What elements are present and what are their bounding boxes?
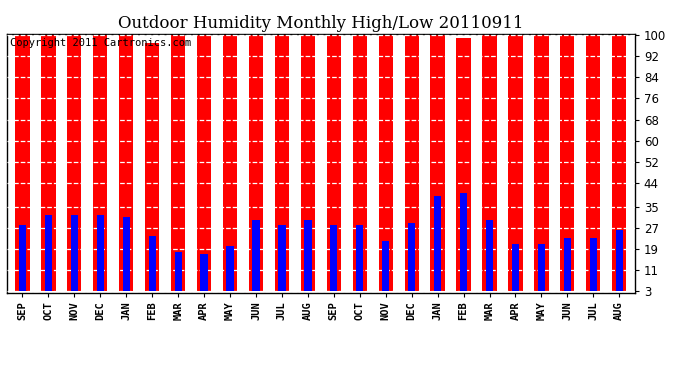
Bar bbox=[171, 27, 186, 291]
Bar bbox=[97, 214, 104, 291]
Bar bbox=[45, 214, 52, 291]
Bar bbox=[41, 27, 56, 291]
Bar bbox=[590, 238, 597, 291]
Text: Copyright 2011 Cartronics.com: Copyright 2011 Cartronics.com bbox=[10, 38, 191, 48]
Bar bbox=[382, 241, 389, 291]
Bar bbox=[119, 27, 133, 291]
Bar bbox=[175, 252, 181, 291]
Bar bbox=[408, 222, 415, 291]
Title: Outdoor Humidity Monthly High/Low 20110911: Outdoor Humidity Monthly High/Low 201109… bbox=[118, 15, 524, 32]
Bar bbox=[486, 220, 493, 291]
Bar bbox=[148, 236, 156, 291]
Bar bbox=[431, 27, 445, 291]
Bar bbox=[534, 27, 549, 291]
Bar bbox=[326, 27, 341, 291]
Bar bbox=[586, 27, 600, 291]
Bar bbox=[275, 27, 289, 291]
Bar bbox=[482, 27, 497, 291]
Bar bbox=[223, 27, 237, 291]
Bar bbox=[509, 27, 522, 291]
Bar bbox=[356, 225, 364, 291]
Bar bbox=[512, 244, 519, 291]
Bar bbox=[560, 27, 575, 291]
Bar bbox=[93, 27, 108, 291]
Bar bbox=[615, 231, 623, 291]
Bar bbox=[379, 27, 393, 291]
Bar bbox=[304, 220, 311, 291]
Bar bbox=[278, 225, 286, 291]
Bar bbox=[460, 194, 467, 291]
Bar bbox=[353, 27, 367, 291]
Bar bbox=[331, 225, 337, 291]
Bar bbox=[538, 244, 545, 291]
Bar bbox=[71, 214, 78, 291]
Bar bbox=[301, 27, 315, 291]
Bar bbox=[226, 246, 234, 291]
Bar bbox=[612, 27, 627, 291]
Bar bbox=[123, 217, 130, 291]
Bar bbox=[19, 225, 26, 291]
Bar bbox=[249, 27, 263, 291]
Bar bbox=[201, 254, 208, 291]
Bar bbox=[404, 27, 419, 291]
Bar bbox=[456, 38, 471, 291]
Bar bbox=[145, 43, 159, 291]
Bar bbox=[67, 27, 81, 291]
Bar bbox=[564, 238, 571, 291]
Bar bbox=[197, 27, 211, 291]
Bar bbox=[15, 27, 30, 291]
Bar bbox=[253, 220, 259, 291]
Bar bbox=[434, 196, 441, 291]
